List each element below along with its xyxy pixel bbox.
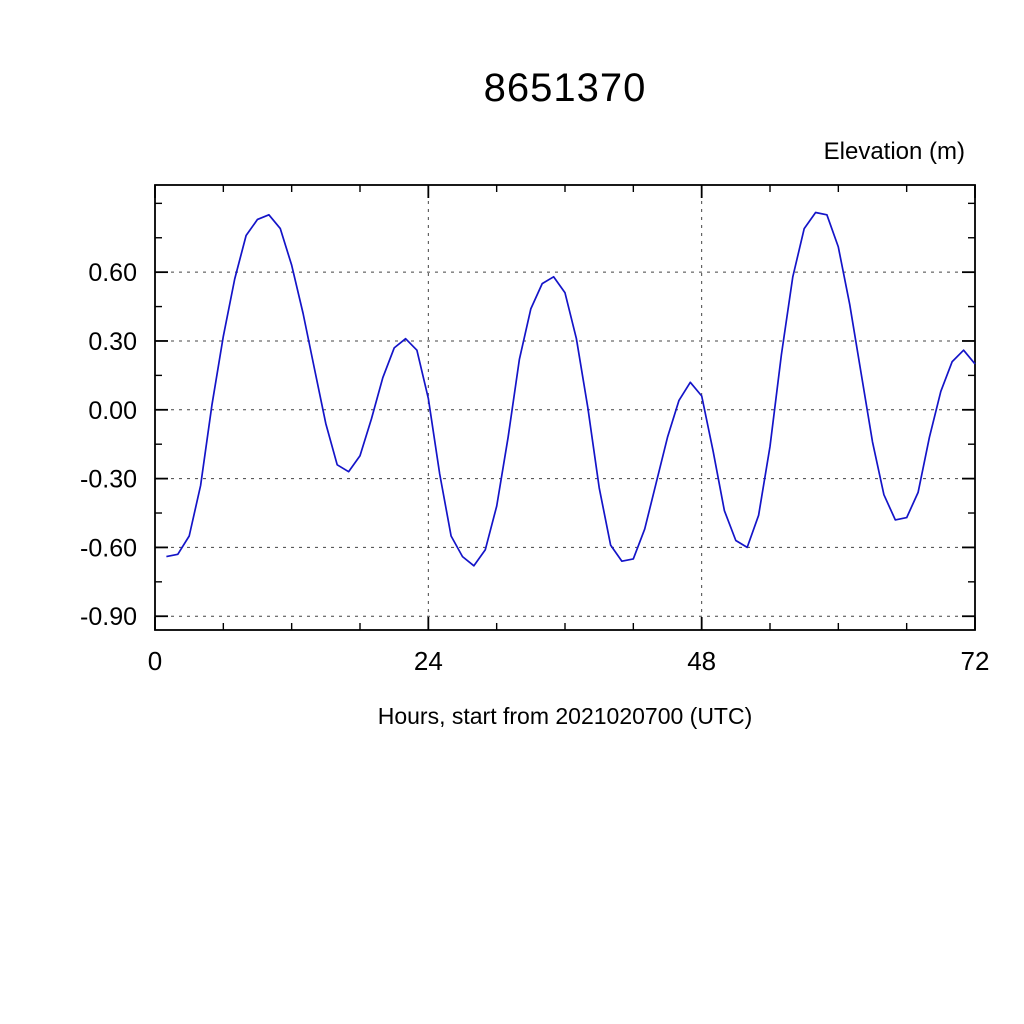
y-tick-label: -0.30 bbox=[80, 466, 137, 494]
y-tick-label: -0.90 bbox=[80, 603, 137, 631]
y-tick-label: 0.00 bbox=[88, 397, 137, 425]
x-tick-label: 72 bbox=[961, 646, 990, 676]
x-tick-label: 24 bbox=[414, 646, 443, 676]
elevation-series-line bbox=[166, 211, 976, 567]
y-tick-label: -0.60 bbox=[80, 534, 137, 562]
x-tick-label: 0 bbox=[148, 646, 162, 676]
chart-title: 8651370 bbox=[483, 66, 647, 110]
x-axis-label: Hours, start from 2021020700 (UTC) bbox=[377, 703, 753, 729]
x-tick-label: 48 bbox=[687, 646, 716, 676]
y-tick-label: 0.30 bbox=[88, 328, 137, 356]
y-tick-label: 0.60 bbox=[88, 259, 137, 287]
plot-frame bbox=[154, 184, 976, 631]
y-axis-label: Elevation (m) bbox=[823, 138, 965, 165]
